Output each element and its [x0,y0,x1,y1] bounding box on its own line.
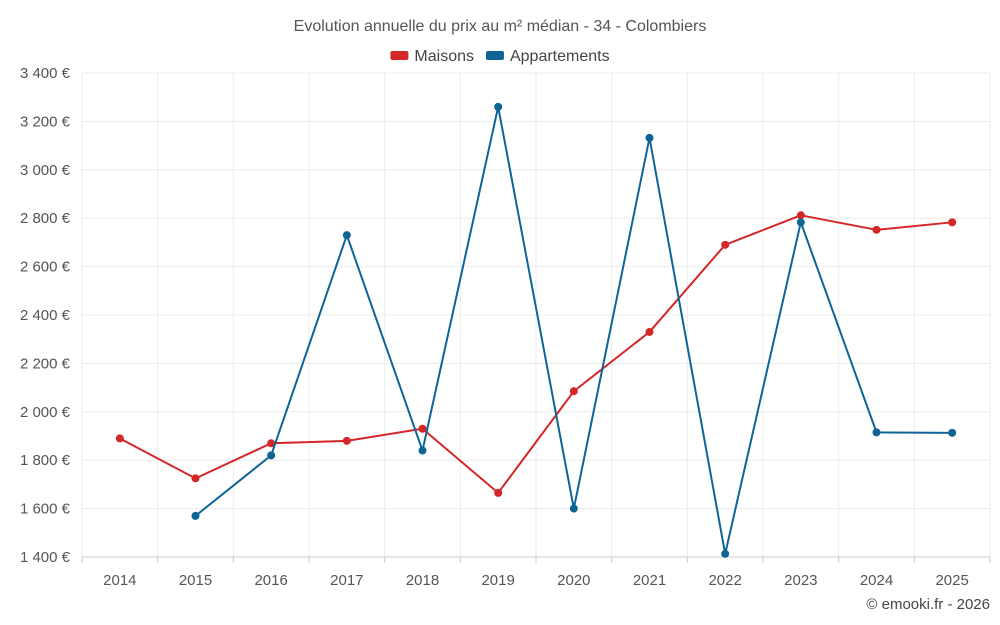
data-point[interactable] [948,218,957,227]
data-point[interactable] [569,387,578,396]
x-tick-label: 2019 [481,572,514,589]
data-point[interactable] [342,231,351,240]
series-appartements [191,102,957,558]
legend-label: Appartements [510,48,610,65]
data-point[interactable] [191,474,200,483]
y-axis-ticks: 1 400 € 1 600 € 1 800 € 2 000 € 2 200 € 2 400… [20,65,71,566]
data-point[interactable] [645,327,654,336]
data-point[interactable] [948,428,957,437]
data-point[interactable] [645,133,654,142]
x-tick-label: 2022 [708,572,741,589]
data-point[interactable] [418,446,427,455]
legend-item-maisons[interactable]: Maisons [390,48,474,65]
data-point[interactable] [267,439,276,448]
data-point[interactable] [721,549,730,558]
series-layer [115,102,957,558]
data-point[interactable] [872,428,881,437]
series-maisons [115,211,957,497]
x-tick-label: 2014 [103,572,136,589]
credit-text: © emooki.fr - 2026 [866,596,990,613]
data-point[interactable] [872,225,881,234]
y-tick-label: 1 600 € [20,501,71,518]
y-tick-label: 3 400 € [20,65,71,82]
x-tick-label: 2023 [784,572,817,589]
data-point[interactable] [796,218,805,227]
y-tick-label: 2 200 € [20,355,71,372]
y-tick-label: 2 000 € [20,404,71,421]
legend-label: Maisons [414,48,474,65]
grid [81,72,991,558]
data-point[interactable] [796,211,805,220]
chart-title: Evolution annuelle du prix au m² médian … [294,18,707,35]
axes [81,556,991,563]
y-tick-label: 2 800 € [20,210,71,227]
x-tick-label: 2025 [935,572,968,589]
x-tick-label: 2015 [179,572,212,589]
data-point[interactable] [342,436,351,445]
y-tick-label: 1 400 € [20,549,71,566]
data-point[interactable] [494,102,503,111]
series-line [119,214,953,494]
x-tick-label: 2018 [406,572,439,589]
y-tick-label: 2 600 € [20,259,71,276]
data-point[interactable] [569,504,578,513]
x-tick-label: 2017 [330,572,363,589]
data-point[interactable] [418,424,427,433]
legend-swatch [390,51,409,60]
data-point[interactable] [115,434,124,443]
y-tick-label: 3 000 € [20,162,71,179]
y-tick-label: 2 400 € [20,307,71,324]
x-tick-label: 2024 [860,572,893,589]
y-tick-label: 3 200 € [20,113,71,130]
data-point[interactable] [494,488,503,497]
data-point[interactable] [721,240,730,249]
legend: Maisons Appartements [390,48,610,65]
data-point[interactable] [191,511,200,520]
data-point[interactable] [267,451,276,460]
legend-item-appartements[interactable]: Appartements [485,48,610,65]
legend-swatch [485,51,504,60]
x-tick-label: 2021 [633,572,666,589]
y-tick-label: 1 800 € [20,452,71,469]
x-tick-label: 2020 [557,572,590,589]
x-axis-ticks: 2014 2015 2016 2017 2018 2019 2020 2021 2022 2023… [103,572,969,589]
x-tick-label: 2016 [254,572,287,589]
